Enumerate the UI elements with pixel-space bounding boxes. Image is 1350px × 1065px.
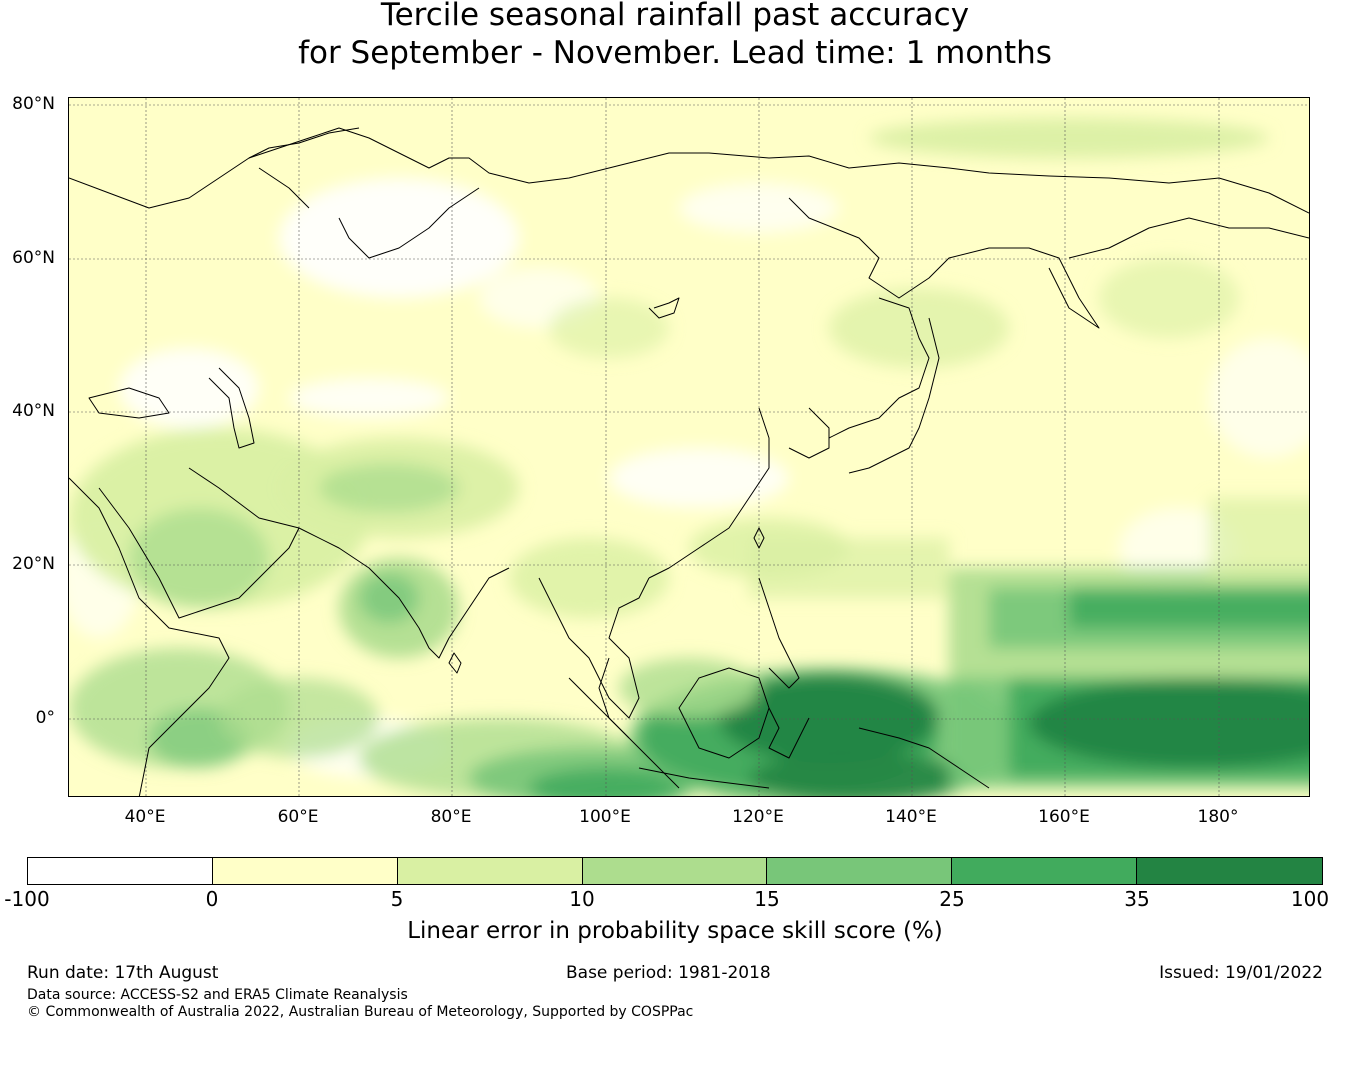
colorbar-tick: 0 [205,887,219,911]
longitude-label-60e: 60°E [277,807,319,827]
colorbar-tick: 35 [1124,887,1150,911]
colorbar-segment [212,858,398,884]
colorbar-tick: 10 [569,887,595,911]
colorbar-segment [397,858,583,884]
longitude-label-140e: 140°E [885,807,937,827]
longitude-label-120e: 120°E [732,807,784,827]
colorbar-tick: 15 [754,887,780,911]
graticule [69,98,1309,796]
latitude-label-20n: 20°N [12,554,55,574]
coastlines [69,127,1309,796]
skill-score-map [68,97,1310,797]
colorbar-label: Linear error in probability space skill … [407,918,943,944]
colorbar-segment [28,858,213,884]
data-source: Data source: ACCESS-S2 and ERA5 Climate … [27,987,408,1003]
issued-date: Issued: 19/01/2022 [1159,963,1323,983]
colorbar-segment [1137,858,1322,884]
colorbar [27,857,1323,885]
longitude-label-80e: 80°E [430,807,472,827]
longitude-label-40e: 40°E [124,807,166,827]
longitude-label-100e: 100°E [579,807,631,827]
skill-shading [69,118,1309,796]
base-period: Base period: 1981-2018 [566,963,771,983]
colorbar-segment [952,858,1138,884]
colorbar-segment [582,858,768,884]
colorbar-tick: 5 [390,887,404,911]
run-date: Run date: 17th August [27,963,219,983]
latitude-label-80n: 80°N [12,94,55,114]
longitude-label-180: 180° [1197,807,1239,827]
map-title-line-2: for September - November. Lead time: 1 m… [298,35,1052,71]
latitude-label-60n: 60°N [12,248,55,268]
colorbar-tick: -100 [4,887,50,911]
latitude-label-equator: 0° [35,708,55,728]
colorbar-tick: 100 [1290,887,1330,911]
longitude-label-160e: 160°E [1038,807,1090,827]
map-title-line-1: Tercile seasonal rainfall past accuracy [380,0,970,33]
latitude-label-40n: 40°N [12,401,55,421]
copyright-notice: © Commonwealth of Australia 2022, Austra… [27,1004,694,1020]
colorbar-tick: 25 [939,887,965,911]
colorbar-segment [767,858,953,884]
